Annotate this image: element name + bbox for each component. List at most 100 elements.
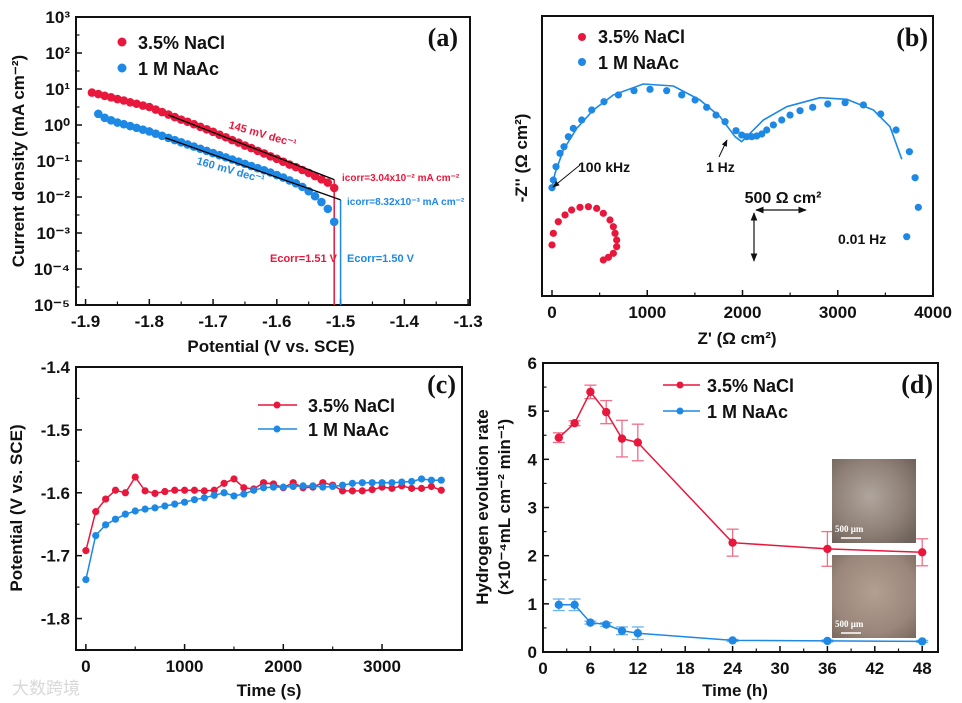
data-point xyxy=(250,486,258,494)
legend-marker-nacl xyxy=(578,33,586,41)
panel-c: (c) 3.5% NaCl 1 M NaAc Time (s) Potentia… xyxy=(7,370,456,700)
data-point xyxy=(102,495,110,503)
y-axis-title: Potential (V vs. SCE) xyxy=(7,424,26,591)
data-point xyxy=(180,498,189,506)
data-point xyxy=(905,148,913,156)
legend-label-nacl: 3.5% NaCl xyxy=(138,33,225,53)
legend-marker-nacl xyxy=(117,37,127,47)
x-tick-label: -1.8 xyxy=(135,312,164,331)
freq-label-001hz: 0.01 Hz xyxy=(838,231,886,247)
data-point xyxy=(609,223,617,231)
data-point xyxy=(220,479,228,487)
data-point xyxy=(568,206,576,214)
icorr-nacl: icorr=3.04x10⁻² mA cm⁻² xyxy=(342,173,460,184)
data-point xyxy=(259,484,268,492)
data-point xyxy=(584,203,592,211)
data-point xyxy=(230,475,238,483)
data-point xyxy=(200,494,208,502)
data-point xyxy=(111,486,120,494)
data-point xyxy=(599,209,607,217)
data-point xyxy=(578,116,586,124)
legend-marker-naac xyxy=(117,63,127,73)
y-tick-label: 6 xyxy=(528,354,537,373)
x-tick-label: -1.5 xyxy=(326,312,355,331)
x-tick-label: -1.9 xyxy=(71,312,100,331)
data-point xyxy=(190,486,199,494)
series-nacl xyxy=(548,203,621,264)
x-tick-label: 18 xyxy=(676,659,695,678)
ecorr-nacl: Ecorr=1.51 V xyxy=(270,253,338,265)
data-point xyxy=(210,491,218,499)
data-point xyxy=(554,218,562,226)
data-point xyxy=(408,477,416,486)
y-tick-label: -1.4 xyxy=(41,358,71,377)
data-point xyxy=(317,175,326,184)
data-point xyxy=(552,163,560,171)
freq-label-100khz: 100 kHz xyxy=(578,159,630,175)
data-point xyxy=(190,496,199,504)
data-point xyxy=(548,241,556,249)
data-point xyxy=(141,505,149,513)
data-point xyxy=(606,216,614,224)
data-point xyxy=(141,487,149,495)
arrow-1hz xyxy=(718,139,728,158)
x-tick-label: 1000 xyxy=(166,657,204,676)
data-point xyxy=(728,538,737,547)
plot-frame xyxy=(541,15,934,297)
data-point xyxy=(368,486,376,494)
data-point xyxy=(633,629,642,638)
data-point xyxy=(121,510,129,518)
data-point xyxy=(823,636,832,646)
x-axis-title: Potential (V vs. SCE) xyxy=(187,337,354,356)
x-tick-label: 0 xyxy=(538,659,547,678)
data-point xyxy=(82,547,90,555)
data-point xyxy=(576,203,584,211)
legend-label-naac: 1 M NaAc xyxy=(707,402,788,422)
legend-label-nacl: 3.5% NaCl xyxy=(598,27,685,47)
data-point xyxy=(259,479,268,487)
data-point xyxy=(151,489,159,498)
panel-d: (d) 3.5% NaCl 1 M NaAc 500 µm 500 µm Tim… xyxy=(473,370,933,700)
y-tick-label: 1 xyxy=(528,595,537,614)
data-point xyxy=(348,479,357,487)
x-tick-label: -1.4 xyxy=(390,312,420,331)
data-point xyxy=(918,548,927,557)
icorr-naac: icorr=8.32x10⁻³ mA cm⁻² xyxy=(347,197,465,208)
data-point xyxy=(323,178,333,187)
legend-marker-nacl xyxy=(273,401,281,409)
x-tick-label: -1.6 xyxy=(262,312,291,331)
data-point xyxy=(554,433,563,442)
data-point xyxy=(613,236,621,244)
data-point xyxy=(614,91,622,99)
data-point xyxy=(691,96,699,104)
y-tick-label: 10¹ xyxy=(45,80,70,99)
data-point xyxy=(210,486,218,494)
panel-label: (a) xyxy=(428,23,458,52)
data-point xyxy=(841,99,849,107)
data-point xyxy=(161,502,169,510)
plot-frame xyxy=(75,366,463,651)
tafel-fit-line-naac xyxy=(165,137,341,201)
y-tick-label: -1.7 xyxy=(41,547,70,566)
y-tick-label: 10⁻⁵ xyxy=(34,296,70,315)
data-point xyxy=(269,483,278,491)
data-point xyxy=(338,481,347,489)
scale-bar-label: 500 Ω cm² xyxy=(745,190,822,207)
x-tick-label: 48 xyxy=(913,659,932,678)
data-point xyxy=(299,482,307,490)
y-tick-label: 10² xyxy=(45,44,70,63)
series-naac xyxy=(552,598,929,646)
data-point xyxy=(560,143,568,151)
data-point xyxy=(599,256,607,264)
data-point xyxy=(240,484,248,492)
data-point xyxy=(358,479,366,487)
y-tick-label: 10⁻⁴ xyxy=(34,260,70,279)
tafel-fit-line-nacl xyxy=(168,114,335,181)
data-point xyxy=(903,233,911,241)
data-point xyxy=(600,98,608,106)
y-tick-label: 0 xyxy=(528,643,537,662)
data-point xyxy=(602,620,611,629)
data-point xyxy=(586,387,595,397)
y-tick-label: 10³ xyxy=(45,8,70,27)
